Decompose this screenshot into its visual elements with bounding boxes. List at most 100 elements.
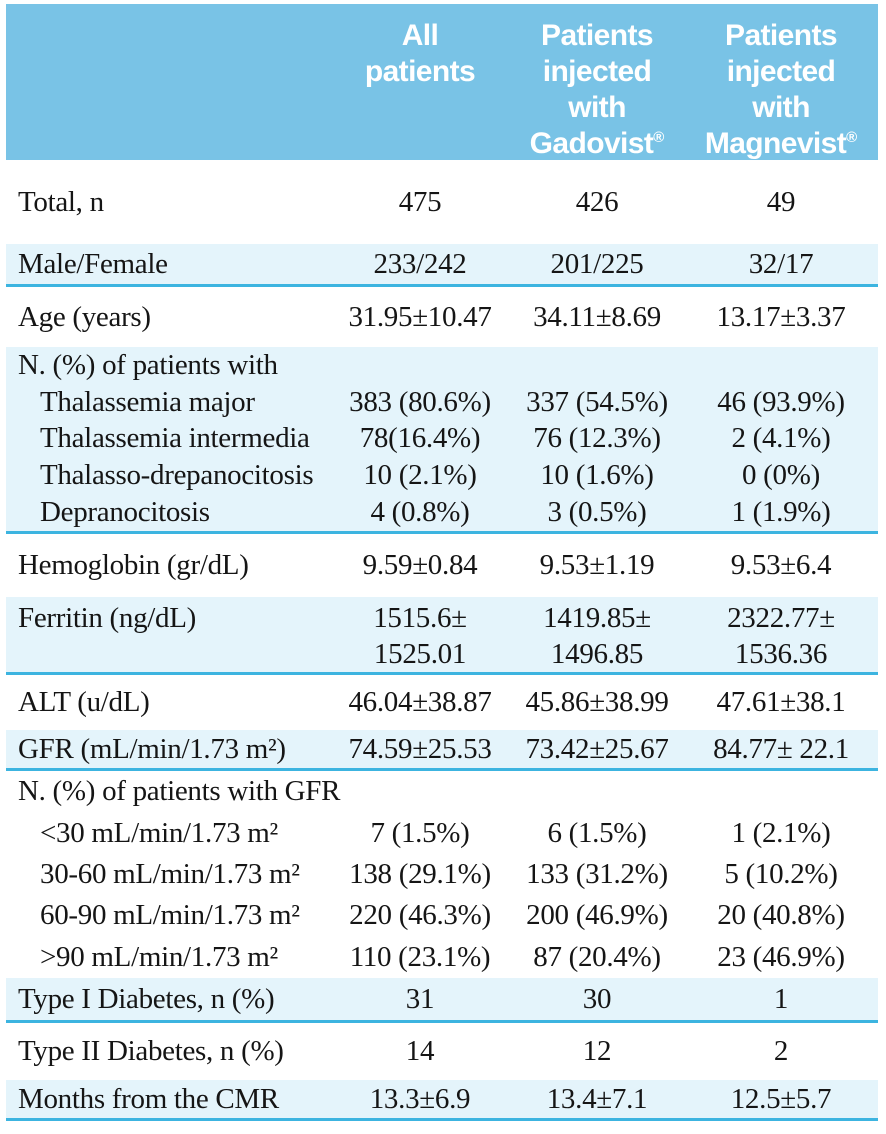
registered-trademark-symbol: ® [846, 129, 858, 146]
row-hemoglobin: Hemoglobin (gr/dL) 9.59±0.84 9.53±1.19 9… [6, 534, 878, 597]
header-line: injected [726, 55, 836, 88]
value-cell: 13.3±6.9 [369, 1082, 471, 1115]
group-title: N. (%) of patients with GFR [18, 775, 341, 808]
value-cell: 23 (46.9%) [717, 940, 845, 973]
value-cell: 2 [773, 1035, 789, 1067]
value-cell: 138 (29.1%) [349, 858, 491, 891]
value-cell: 74.59±25.53 [348, 732, 492, 765]
value-cell: 110 (23.1%) [349, 940, 491, 973]
value-cell: 76 (12.3%) [533, 422, 661, 455]
row-total: Total, n 475 426 49 [6, 160, 878, 244]
row-thalassemia-major: Thalassemia major 383 (80.6%) 337 (54.5%… [6, 384, 878, 421]
table-header-row: All patients Patients injected with Gado… [6, 4, 878, 160]
value-line: 1525.01 [373, 638, 467, 670]
value-cell: 31.95±10.47 [348, 300, 492, 333]
value-cell: 30 [582, 982, 612, 1015]
header-col-all-patients: All patients [330, 18, 510, 90]
header-line: patients [364, 55, 476, 88]
row-label: <30 mL/min/1.73 m² [40, 816, 278, 849]
row-thalasso-drepanocitosis: Thalasso-drepanocitosis 10 (2.1%) 10 (1.… [6, 457, 878, 494]
row-label: Thalasso-drepanocitosis [40, 459, 314, 492]
row-type1-diabetes: Type I Diabetes, n (%) 31 30 1 [6, 978, 878, 1023]
value-cell: 3 (0.5%) [547, 496, 647, 529]
value-cell: 1419.85± 1496.85 [510, 600, 684, 672]
row-ferritin: Ferritin (ng/dL) 1515.6± 1525.01 1419.85… [6, 597, 878, 675]
value-cell: 87 (20.4%) [533, 940, 661, 973]
value-cell: 426 [575, 185, 619, 218]
header-col-magnevist: Patients injected with Magnevist® [684, 18, 878, 167]
value-cell: 200 (46.9%) [526, 899, 668, 932]
value-cell: 2 (4.1%) [731, 422, 831, 455]
value-cell: 47.61±38.1 [716, 686, 846, 718]
row-label: Months from the CMR [18, 1082, 279, 1115]
header-line: Patients [541, 19, 654, 52]
row-gfr-over-90: >90 mL/min/1.73 m² 110 (23.1%) 87 (20.4%… [6, 937, 878, 978]
header-col-gadovist: Patients injected with Gadovist® [510, 18, 684, 167]
value-cell: 0 (0%) [742, 459, 820, 492]
row-label: ALT (u/dL) [18, 686, 150, 718]
value-cell: 7 (1.5%) [370, 816, 470, 849]
group-title: N. (%) of patients with [18, 348, 278, 381]
value-cell: 475 [398, 185, 442, 218]
row-male-female: Male/Female 233/242 201/225 32/17 [6, 244, 878, 287]
row-label: Hemoglobin (gr/dL) [18, 549, 249, 581]
header-line: All [401, 19, 439, 52]
value-cell: 49 [766, 185, 796, 218]
brand-name: Gadovist [529, 127, 654, 160]
value-cell: 13.4±7.1 [546, 1082, 648, 1115]
value-line: 1515.6± [373, 602, 467, 634]
row-thalassemia-intermedia: Thalassemia intermedia 78(16.4%) 76 (12.… [6, 421, 878, 458]
header-line: with [568, 91, 626, 124]
value-cell: 78(16.4%) [359, 422, 481, 455]
value-cell: 45.86±38.99 [525, 686, 669, 718]
value-cell: 84.77± 22.1 [713, 732, 849, 765]
value-cell: 1515.6± 1525.01 [330, 600, 510, 672]
row-label: Total, n [18, 185, 104, 218]
header-line: Patients [725, 19, 838, 52]
value-cell: 337 (54.5%) [526, 385, 668, 418]
value-cell: 2322.77± 1536.36 [684, 600, 878, 672]
row-alt: ALT (u/dL) 46.04±38.87 45.86±38.99 47.61… [6, 675, 878, 730]
value-cell: 1 (1.9%) [731, 496, 831, 529]
value-cell: 9.53±6.4 [730, 549, 832, 581]
value-cell: 46 (93.9%) [717, 385, 845, 418]
registered-trademark-symbol: ® [653, 129, 665, 146]
patient-characteristics-table: All patients Patients injected with Gado… [6, 4, 878, 1121]
group-patients-with-diagnosis: N. (%) of patients with Thalassemia majo… [6, 347, 878, 534]
value-cell: 5 (10.2%) [724, 858, 838, 891]
value-line: 1496.85 [550, 638, 644, 670]
brand-name: Magnevist [704, 127, 847, 160]
row-gfr-30-60: 30-60 mL/min/1.73 m² 138 (29.1%) 133 (31… [6, 854, 878, 895]
value-cell: 1 [773, 982, 789, 1015]
row-age: Age (years) 31.95±10.47 34.11±8.69 13.17… [6, 287, 878, 347]
group-title-row: N. (%) of patients with [6, 347, 878, 384]
row-gfr: GFR (mL/min/1.73 m²) 74.59±25.53 73.42±2… [6, 730, 878, 771]
value-cell: 31 [405, 982, 435, 1015]
row-gfr-60-90: 60-90 mL/min/1.73 m² 220 (46.3%) 200 (46… [6, 895, 878, 936]
value-cell: 233/242 [373, 247, 467, 280]
value-cell: 10 (1.6%) [540, 459, 654, 492]
row-depranocitosis: Depranocitosis 4 (0.8%) 3 (0.5%) 1 (1.9%… [6, 494, 878, 531]
header-line: injected [542, 55, 652, 88]
value-cell: 14 [405, 1035, 435, 1067]
row-label: 60-90 mL/min/1.73 m² [40, 899, 300, 932]
row-label: Ferritin (ng/dL) [18, 602, 197, 634]
value-cell: 73.42±25.67 [525, 732, 669, 765]
value-cell: 12 [582, 1035, 612, 1067]
header-brand-line: Magnevist® [684, 126, 878, 167]
value-cell: 133 (31.2%) [526, 858, 668, 891]
header-brand-line: Gadovist® [510, 126, 684, 167]
value-cell: 4 (0.8%) [370, 496, 470, 529]
row-label: 30-60 mL/min/1.73 m² [40, 858, 300, 891]
value-cell: 34.11±8.69 [533, 300, 661, 333]
row-label: Depranocitosis [40, 496, 210, 529]
value-cell: 10 (2.1%) [363, 459, 477, 492]
value-cell: 20 (40.8%) [717, 899, 845, 932]
value-line: 1536.36 [734, 638, 828, 670]
header-line: with [752, 91, 810, 124]
value-cell: 1 (2.1%) [731, 816, 831, 849]
value-cell: 46.04±38.87 [348, 686, 492, 718]
value-cell: 201/225 [550, 247, 644, 280]
value-cell: 13.17±3.37 [716, 300, 846, 333]
